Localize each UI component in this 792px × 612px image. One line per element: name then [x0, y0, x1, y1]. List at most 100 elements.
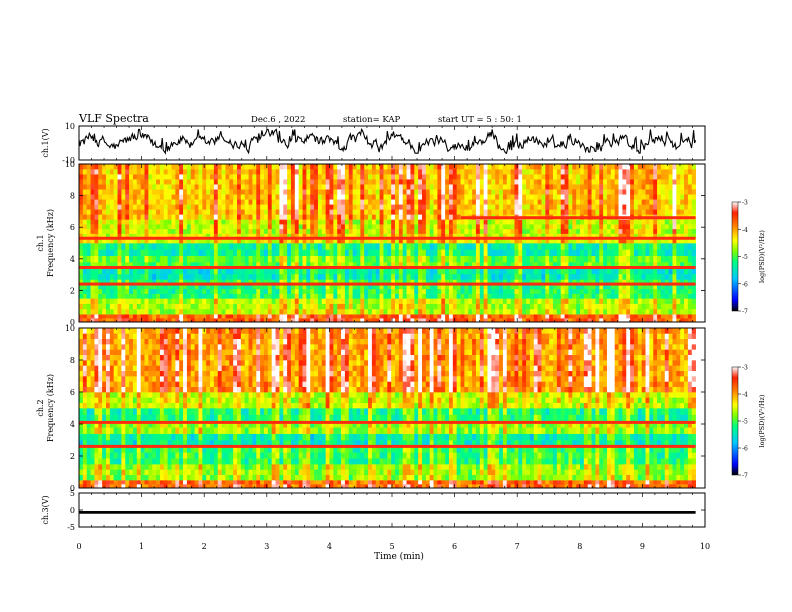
spectrogram-cell [526, 249, 531, 256]
spectrogram-cell [537, 288, 542, 294]
spectrogram-cell [333, 194, 338, 200]
spectrogram-cell [460, 255, 465, 263]
spectrogram-cell [356, 255, 361, 263]
spectrogram-cell [668, 288, 673, 294]
spectrogram-cell [348, 314, 353, 319]
spectrogram-cell [676, 189, 681, 195]
spectrogram-cell [448, 184, 454, 190]
spectrogram-cell [159, 268, 165, 275]
spectrogram-cell [79, 293, 84, 299]
spectrogram-cell [98, 314, 103, 319]
spectrogram-cell [464, 228, 469, 234]
spectrogram-cell [610, 308, 616, 315]
spectrogram-cell [514, 199, 519, 205]
spectrogram-cell [576, 284, 581, 290]
spectrogram-cell [368, 238, 373, 244]
spectrogram-cell [152, 249, 157, 256]
spectrogram-cell [102, 174, 107, 180]
spectrogram-cell [371, 273, 377, 280]
spectrogram-cell [125, 224, 130, 230]
spectrogram-cell [387, 261, 392, 269]
spectrogram-cell [472, 298, 477, 304]
spectrogram-cell [79, 174, 84, 180]
spectrogram-cell [129, 189, 134, 195]
spectrogram-cell [206, 284, 211, 290]
spectrogram-cell [387, 219, 392, 225]
spectrogram-cell [421, 179, 427, 185]
spectrogram-cell [433, 233, 438, 239]
spectrogram-cell [237, 214, 242, 220]
spectrogram-cell [310, 169, 315, 175]
spectrogram-cell [302, 194, 307, 200]
spectrogram-cell [325, 194, 330, 200]
spectrogram-cell [591, 249, 596, 256]
spectrogram-cell [429, 194, 434, 200]
spectrogram-cell [560, 228, 565, 234]
spectrogram-cell [487, 238, 492, 244]
spectrogram-cell [510, 314, 515, 319]
spectrogram-cell [163, 209, 168, 215]
spectrogram-cell [448, 284, 454, 290]
spectrogram-cell [333, 233, 338, 239]
spectrogram-cell [441, 284, 446, 290]
spectrogram-cell [325, 303, 330, 310]
spectrogram-cell [263, 303, 269, 310]
spectrogram-cell [618, 233, 623, 239]
spectrogram-cell [348, 164, 353, 170]
spectrogram-cell [333, 261, 338, 269]
spectrogram-cell [267, 268, 273, 275]
spectrogram-cell [599, 314, 604, 319]
spectrogram-cell [94, 233, 99, 239]
spectrogram-cell [321, 209, 326, 215]
spectrogram-cell [456, 174, 461, 180]
spectrogram-cell [348, 243, 353, 250]
spectrogram-cell [186, 189, 192, 195]
spectrogram-cell [341, 293, 346, 299]
spectrogram-cell [691, 199, 696, 205]
spectrogram-cell [510, 261, 515, 269]
spectrogram-cell [175, 179, 180, 185]
spectrogram-cell [175, 204, 180, 210]
spectrogram-cell [433, 243, 438, 250]
spectrogram-cell [402, 164, 407, 170]
spectrogram-cell [263, 288, 269, 294]
spectrogram-cell [237, 194, 242, 200]
spectrogram-cell [121, 261, 126, 269]
spectrogram-cell [244, 243, 249, 250]
spectrogram-cell [132, 164, 138, 170]
ch1-waveform-y-tick-label: -10 [62, 156, 75, 165]
spectrogram-cell [279, 243, 284, 250]
spectrogram-cell [317, 298, 323, 304]
spectrogram-cell [271, 174, 276, 180]
spectrogram-cell [337, 204, 342, 210]
spectrogram-cell [441, 194, 446, 200]
spectrogram-cell [568, 209, 573, 215]
spectrogram-cell [645, 303, 650, 310]
spectrogram-cell [653, 261, 658, 269]
spectrogram-cell [171, 219, 176, 225]
spectrogram-cell [98, 243, 103, 250]
spectrogram-cell [468, 255, 473, 263]
spectrogram-cell [595, 219, 600, 225]
spectrogram-cell [603, 204, 608, 210]
spectrogram-cell [360, 261, 365, 269]
spectrogram-cell [341, 268, 346, 275]
spectrogram-cell [606, 261, 612, 269]
spectrogram-cell [414, 249, 419, 256]
spectrogram-cell [159, 169, 165, 175]
spectrogram-cell [429, 279, 434, 285]
spectrogram-cell [379, 284, 384, 290]
spectrogram-cell [217, 261, 222, 269]
spectrogram-cell [129, 268, 134, 275]
spectrogram-cell [564, 243, 569, 250]
spectrogram-cell [398, 273, 404, 280]
spectrogram-cell [668, 298, 673, 304]
spectrogram-cell [506, 303, 511, 310]
spectrogram-cell [603, 189, 608, 195]
spectrogram-cell [603, 179, 608, 185]
spectrogram-cell [113, 228, 118, 234]
spectrogram-cell [159, 303, 165, 310]
spectrogram-cell [441, 249, 446, 256]
spectrogram-cell [433, 293, 438, 299]
spectrogram-cell [618, 209, 623, 215]
